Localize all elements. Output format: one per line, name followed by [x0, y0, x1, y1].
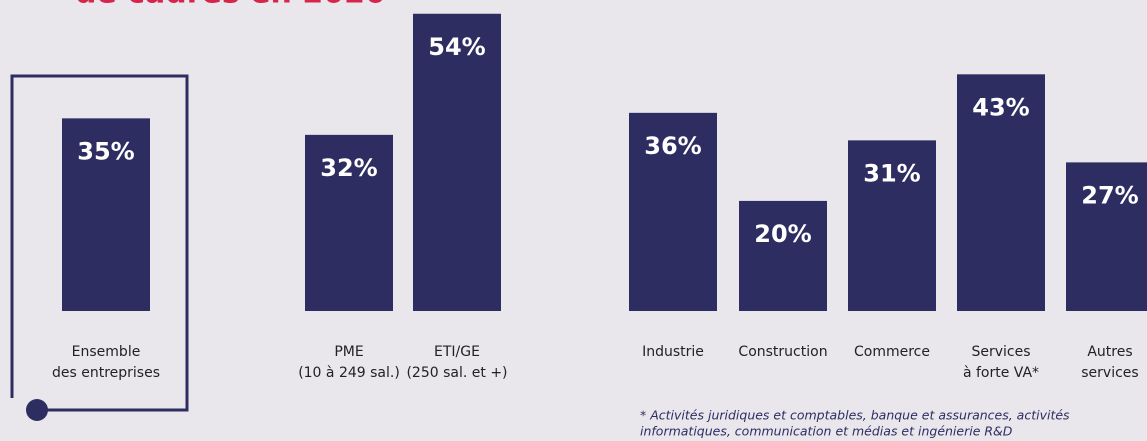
x-tick-label: des entreprises	[52, 365, 160, 381]
value-label: 27%	[1081, 181, 1138, 209]
x-tick-label: Commerce	[854, 344, 930, 360]
frame-dot	[26, 399, 48, 421]
value-label: 35%	[77, 137, 134, 165]
bar	[629, 112, 717, 312]
x-tick-label: Services	[971, 344, 1030, 360]
x-tick-label: PME	[334, 344, 363, 360]
value-label: 32%	[320, 154, 377, 182]
bar	[739, 200, 827, 311]
x-tick-label: (10 à 249 sal.)	[298, 365, 400, 381]
value-label: 20%	[754, 220, 811, 248]
x-tick-label: Ensemble	[72, 344, 141, 360]
bar	[1066, 162, 1147, 311]
x-tick-label: (250 sal. et +)	[406, 365, 507, 381]
x-tick-label: services	[1081, 365, 1138, 381]
bar	[62, 118, 150, 312]
footnote: * Activités juridiques et comptables, ba…	[640, 408, 1070, 423]
x-tick-label: à forte VA*	[963, 365, 1039, 381]
x-tick-label: Autres	[1087, 344, 1132, 360]
bar	[305, 134, 393, 311]
highlight-frame	[10, 74, 189, 412]
footnote: informatiques, communication et médias e…	[640, 424, 1013, 439]
x-tick-label: Construction	[738, 344, 827, 360]
value-label: 31%	[863, 159, 920, 187]
chart-title: de cadres en 2020	[75, 0, 386, 11]
bar	[413, 13, 501, 312]
bar	[957, 74, 1045, 311]
bar	[848, 140, 936, 311]
value-label: 43%	[972, 93, 1029, 121]
value-label: 54%	[428, 33, 485, 61]
frame-line	[10, 74, 189, 412]
x-tick-label: Industrie	[642, 344, 704, 360]
value-label: 36%	[644, 132, 701, 160]
x-tick-label: ETI/GE	[434, 344, 480, 360]
